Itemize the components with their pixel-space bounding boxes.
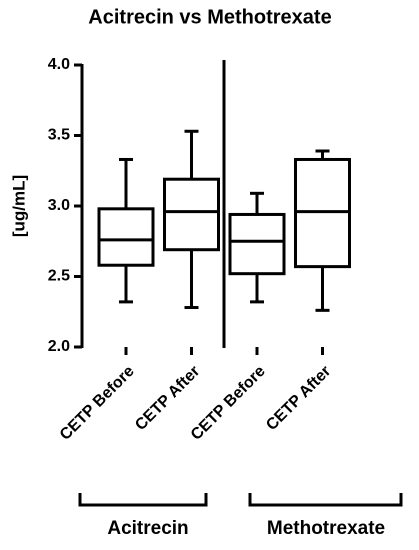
box bbox=[163, 177, 220, 252]
group-label: Methotrexate bbox=[267, 518, 385, 539]
y-axis-label: [ug/mL] bbox=[9, 175, 28, 237]
chart-title: Acitrecin vs Methotrexate bbox=[88, 6, 331, 28]
box bbox=[97, 207, 155, 267]
x-tick-label: CETP Before bbox=[57, 363, 138, 444]
box bbox=[228, 212, 286, 276]
x-tick-label: CETP After bbox=[132, 363, 203, 434]
y-tick-label: 3.0 bbox=[48, 197, 70, 214]
y-tick-label: 4.0 bbox=[48, 56, 70, 73]
y-tick-label: 2.0 bbox=[48, 338, 70, 355]
group-label: Acitrecin bbox=[107, 518, 188, 539]
y-tick-label: 2.5 bbox=[48, 268, 70, 285]
group-bracket bbox=[78, 493, 208, 507]
group-bracket bbox=[248, 493, 403, 507]
y-tick-label: 3.5 bbox=[48, 127, 70, 144]
x-tick-label: CETP After bbox=[263, 363, 334, 434]
